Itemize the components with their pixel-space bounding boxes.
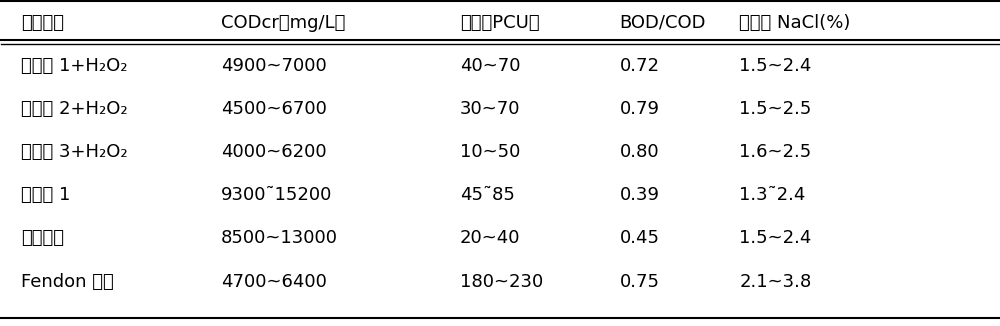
- Text: 0.79: 0.79: [620, 100, 660, 118]
- Text: Fendon 试剂: Fendon 试剂: [21, 273, 114, 290]
- Text: 1.5~2.4: 1.5~2.4: [739, 230, 812, 247]
- Text: 0.75: 0.75: [620, 273, 660, 290]
- Text: 0.39: 0.39: [620, 186, 660, 204]
- Text: 4900~7000: 4900~7000: [221, 57, 327, 75]
- Text: 10~50: 10~50: [460, 143, 520, 161]
- Text: 药剂名称: 药剂名称: [21, 14, 64, 32]
- Text: 0.45: 0.45: [620, 230, 660, 247]
- Text: 实施例 2+H₂O₂: 实施例 2+H₂O₂: [21, 100, 128, 118]
- Text: 色度（PCU）: 色度（PCU）: [460, 14, 540, 32]
- Text: 40~70: 40~70: [460, 57, 521, 75]
- Text: 1.5~2.5: 1.5~2.5: [739, 100, 812, 118]
- Text: CODcr（mg/L）: CODcr（mg/L）: [221, 14, 345, 32]
- Text: 高铁酸钾: 高铁酸钾: [21, 230, 64, 247]
- Text: 4700~6400: 4700~6400: [221, 273, 327, 290]
- Text: 20~40: 20~40: [460, 230, 521, 247]
- Text: 4500~6700: 4500~6700: [221, 100, 327, 118]
- Text: 9300˜15200: 9300˜15200: [221, 186, 332, 204]
- Text: 2.1~3.8: 2.1~3.8: [739, 273, 812, 290]
- Text: BOD/COD: BOD/COD: [620, 14, 706, 32]
- Text: 处理后 NaCl(%): 处理后 NaCl(%): [739, 14, 851, 32]
- Text: 180~230: 180~230: [460, 273, 543, 290]
- Text: 0.80: 0.80: [620, 143, 659, 161]
- Text: 实施例 3+H₂O₂: 实施例 3+H₂O₂: [21, 143, 128, 161]
- Text: 1.5~2.4: 1.5~2.4: [739, 57, 812, 75]
- Text: 1.3˜2.4: 1.3˜2.4: [739, 186, 806, 204]
- Text: 4000~6200: 4000~6200: [221, 143, 326, 161]
- Text: 实施例 1: 实施例 1: [21, 186, 71, 204]
- Text: 8500~13000: 8500~13000: [221, 230, 338, 247]
- Text: 0.72: 0.72: [620, 57, 660, 75]
- Text: 45˜85: 45˜85: [460, 186, 515, 204]
- Text: 1.6~2.5: 1.6~2.5: [739, 143, 812, 161]
- Text: 30~70: 30~70: [460, 100, 521, 118]
- Text: 实施例 1+H₂O₂: 实施例 1+H₂O₂: [21, 57, 128, 75]
